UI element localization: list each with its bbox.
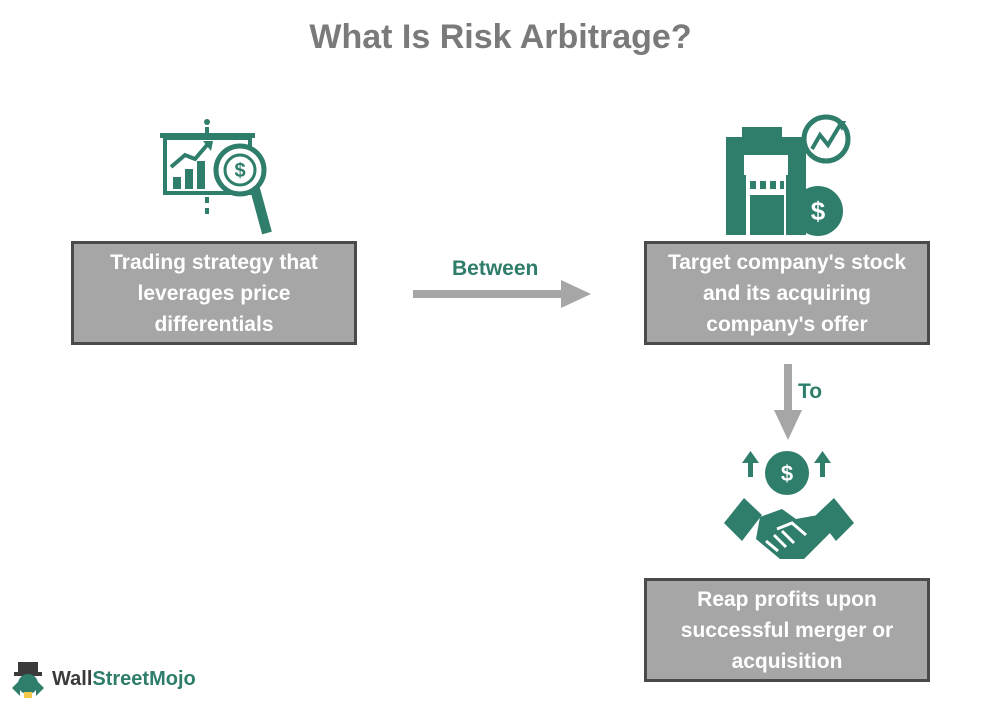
brand-name: WallStreetMojo <box>52 668 196 691</box>
between-label: Between <box>452 257 539 280</box>
target-line-3: company's offer <box>706 312 868 336</box>
svg-text:$: $ <box>234 160 245 182</box>
wallstreetmojo-logo-icon <box>12 662 44 698</box>
presentation-chart-magnifier-dollar-icon: $ <box>160 119 272 235</box>
down-arrow <box>774 364 802 440</box>
strategy-line-2: leverages price <box>137 281 291 305</box>
target-box: Target company's stock and its acquiring… <box>644 241 930 345</box>
brand-name-part2: StreetMojo <box>92 668 196 690</box>
target-line-2: and its acquiring <box>702 281 871 305</box>
profits-box: Reap profits upon successful merger or a… <box>644 578 930 682</box>
page-title: What Is Risk Arbitrage? <box>309 18 692 56</box>
profits-line-1: Reap profits upon <box>697 587 877 611</box>
target-line-1: Target company's stock <box>667 250 906 274</box>
profits-line-2: successful merger or <box>680 618 894 642</box>
strategy-line-3: differentials <box>154 312 274 336</box>
strategy-line-1: Trading strategy that <box>110 250 318 274</box>
brand-name-part1: Wall <box>52 668 93 690</box>
right-arrow <box>413 280 591 308</box>
svg-text:$: $ <box>811 196 826 226</box>
strategy-box: Trading strategy that leverages price di… <box>71 241 357 345</box>
handshake-dollar-icon: $ <box>724 451 854 559</box>
svg-text:$: $ <box>781 461 793 486</box>
profits-line-3: acquisition <box>731 649 843 673</box>
building-growth-dollar-icon: $ <box>726 114 851 236</box>
to-label: To <box>798 380 823 403</box>
